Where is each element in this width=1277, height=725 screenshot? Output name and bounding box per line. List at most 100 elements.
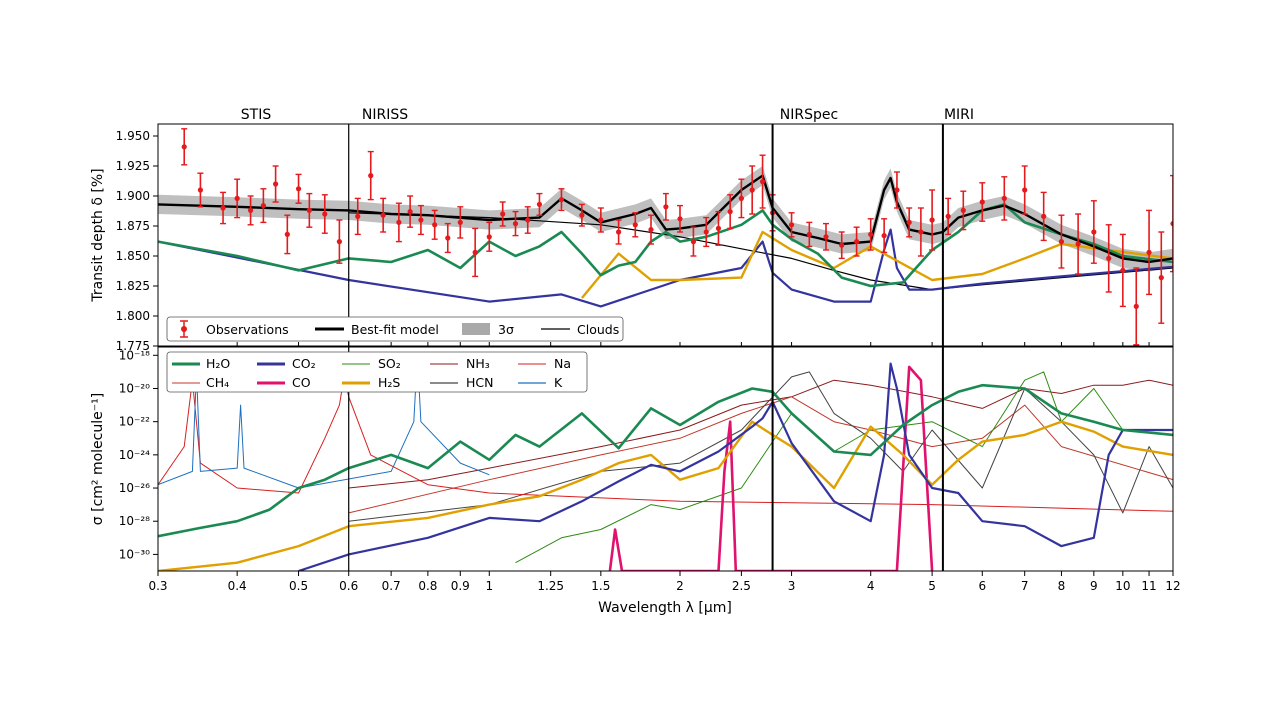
observation-point (1133, 267, 1140, 346)
observation-point (727, 194, 734, 230)
observation-marker (1120, 267, 1126, 273)
observation-point (524, 206, 531, 234)
observation-point (703, 216, 710, 248)
observation-marker (1001, 195, 1007, 201)
observation-point (431, 209, 438, 240)
bottom-series-co2 (298, 362, 1173, 571)
bottom-ytick-label: 10⁻³⁰ (119, 547, 150, 561)
observation-point (1058, 214, 1065, 269)
observation-marker (918, 229, 924, 235)
observation-point (853, 226, 860, 257)
observation-point (1090, 200, 1097, 264)
observation-point (1075, 213, 1082, 275)
observation-marker (445, 235, 451, 241)
observation-point (615, 219, 622, 245)
bottom-series-h2o (158, 383, 1173, 538)
observation-marker (929, 217, 935, 223)
bottom-series-h2s (158, 420, 1173, 571)
observation-marker (355, 213, 361, 219)
observation-point (512, 210, 519, 237)
xtick-label: 0.3 (148, 579, 167, 593)
xtick-label: 0.8 (418, 579, 437, 593)
observation-point (417, 204, 424, 236)
observation-marker (1170, 221, 1173, 227)
observation-marker (558, 197, 565, 203)
observation-point (1146, 209, 1153, 296)
bottom-series-hcn (348, 371, 1173, 522)
xtick-label: 0.5 (289, 579, 308, 593)
top-panel-plot-area (158, 128, 1173, 346)
observation-marker (677, 216, 683, 222)
top-panel-frame (157, 123, 1174, 347)
observation-marker (960, 207, 966, 213)
observation-point (444, 222, 451, 254)
observation-point (578, 203, 585, 227)
observation-marker (703, 229, 709, 235)
observation-marker (759, 179, 766, 185)
xtick-label: 7 (1021, 579, 1029, 593)
observation-marker (906, 219, 912, 225)
observation-point (929, 189, 936, 251)
observation-marker (1075, 241, 1081, 247)
observation-marker (598, 217, 604, 223)
legend-ch4-label: CH₄ (206, 375, 229, 390)
observation-point (648, 214, 655, 245)
observation-point (893, 171, 900, 209)
observation-point (749, 165, 756, 215)
observation-point (536, 192, 543, 216)
observation-marker (380, 212, 386, 218)
observation-point (676, 204, 683, 233)
bottom-panel-plot-area (158, 354, 1173, 571)
observation-point (380, 197, 387, 233)
observation-point (867, 218, 874, 251)
bottom-series-so2 (515, 371, 1173, 564)
observation-marker (854, 239, 860, 245)
observation-point (881, 218, 888, 254)
observation-point (960, 190, 967, 231)
observation-marker (500, 211, 506, 217)
observation-marker (632, 222, 638, 228)
xtick-label: 1.5 (591, 579, 610, 593)
observation-point (806, 221, 813, 248)
observation-point (1105, 224, 1112, 293)
top-ytick-label: 1.775 (116, 339, 150, 353)
axes: 1.775 1.800 1.825 1.850 1.875 1.900 1.925 1.950… (116, 123, 1181, 593)
observation-marker (418, 217, 424, 223)
observation-point (395, 202, 402, 243)
observation-marker (1158, 275, 1164, 281)
top-series-h2s (580, 230, 1173, 299)
xtick-label: 1.25 (537, 579, 564, 593)
observation-marker (663, 204, 669, 210)
observation-marker (234, 195, 240, 201)
legend-co-label: CO (292, 375, 311, 390)
observation-marker (579, 212, 585, 218)
observation-marker (295, 186, 302, 192)
observation-marker (1022, 187, 1028, 193)
top-ytick-label: 1.825 (116, 279, 150, 293)
legend-clouds-label: Clouds (577, 322, 619, 337)
observation-point (715, 210, 722, 246)
observation-point (284, 214, 291, 255)
three-sigma-band (158, 166, 1173, 272)
observation-point (662, 192, 669, 221)
observation-marker (396, 219, 402, 225)
observation-marker (715, 225, 722, 231)
top-series-co2 (158, 228, 1173, 308)
bottom-y-axis-label: σ [cm² molecule⁻¹] (90, 393, 106, 525)
bottom-ytick-label: 10⁻²⁴ (119, 448, 150, 462)
observation-point (597, 207, 604, 233)
observation-point (354, 197, 361, 236)
observation-point (306, 192, 313, 228)
xtick-label: 0.4 (228, 579, 247, 593)
observation-marker (220, 205, 226, 211)
legend-hcn-label: HCN (466, 375, 493, 390)
legend-k-label: K (554, 375, 563, 390)
observation-point (1021, 165, 1028, 215)
observation-marker (979, 199, 985, 205)
observation-marker (894, 187, 900, 193)
observation-marker (648, 227, 654, 233)
top-ytick-label: 1.925 (116, 159, 150, 173)
legend-h2s-label: H₂S (378, 375, 400, 390)
legend-co2-label: CO₂ (292, 356, 316, 371)
observation-point (234, 178, 241, 219)
